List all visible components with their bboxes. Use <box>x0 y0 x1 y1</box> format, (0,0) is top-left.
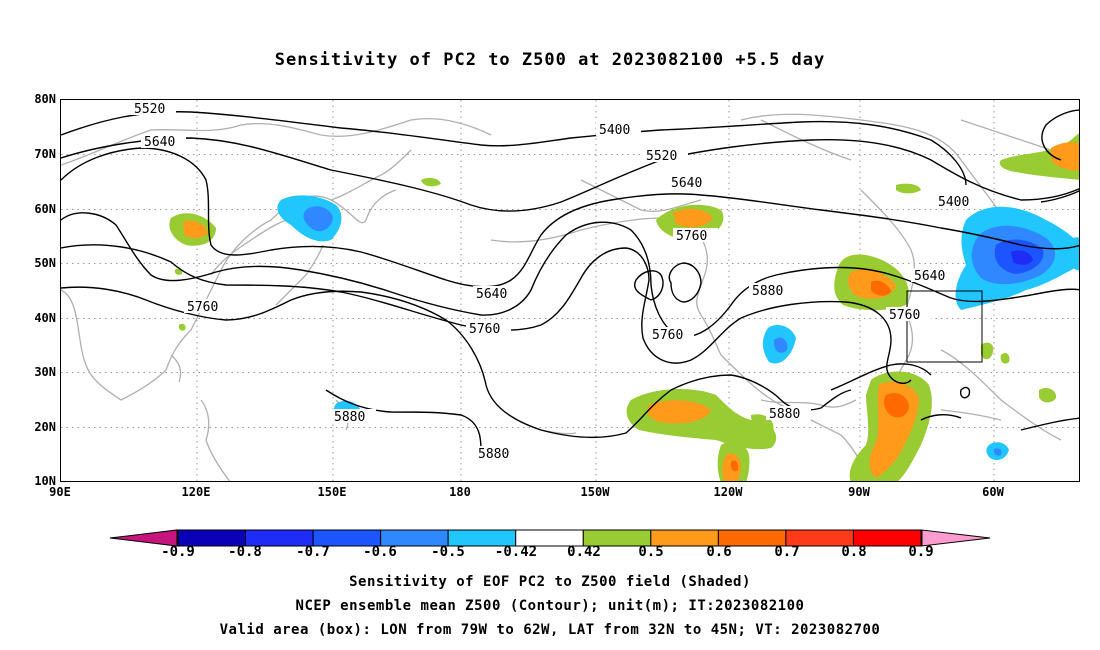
contour-label: 5760 <box>676 229 707 244</box>
contour-label: 5880 <box>334 410 365 425</box>
caption-valid-area: Valid area (box): LON from 79W to 62W, L… <box>219 622 881 638</box>
positive-sensitivity-region <box>178 323 186 331</box>
colorbar-tick-label: -0.9 <box>161 544 195 560</box>
positive-sensitivity-region <box>1051 142 1079 171</box>
lon-label-120e: 120E <box>181 485 211 499</box>
positive-sensitivity-region <box>1039 387 1057 403</box>
contour-label: 5640 <box>476 287 507 302</box>
positive-sensitivity-region <box>884 393 909 418</box>
height-contours <box>61 109 1079 458</box>
negative-sensitivity-region <box>993 448 1002 456</box>
colorbar-tick-label: 0.6 <box>706 544 732 560</box>
colorbar-cells <box>177 529 922 547</box>
negative-sensitivity-region <box>303 206 333 232</box>
positive-sensitivity-region <box>896 183 921 194</box>
colorbar-tick-label: -0.6 <box>363 544 397 560</box>
lat-label-20n: 20N <box>34 420 56 434</box>
positive-sensitivity-region <box>871 280 891 296</box>
contour-label: 5760 <box>187 300 218 315</box>
colorbar-tick-label: -0.42 <box>494 544 538 560</box>
contour-labels: 5520 5640 5400 5520 5640 5760 5640 5760 … <box>131 101 980 462</box>
contour-label: 5880 <box>769 407 800 422</box>
lon-label-90e: 90E <box>49 485 71 499</box>
sensitivity-shading <box>169 133 1079 481</box>
lat-label-10n: 10N <box>34 474 56 488</box>
positive-sensitivity-region <box>183 220 208 239</box>
map-panel: 5520 5640 5400 5520 5640 5760 5640 5760 … <box>60 99 1080 482</box>
colorbar-tick-label: -0.8 <box>228 544 262 560</box>
contour-label: 5400 <box>599 123 630 138</box>
lat-label-70n: 70N <box>34 147 56 161</box>
lon-label-150w: 150W <box>580 485 610 499</box>
contour-label: 5520 <box>134 102 165 117</box>
caption-contour: NCEP ensemble mean Z500 (Contour); unit(… <box>295 598 805 614</box>
map-canvas: 5520 5640 5400 5520 5640 5760 5640 5760 … <box>61 100 1079 481</box>
valid-area-box <box>906 290 983 363</box>
lon-label-150e: 150E <box>317 485 347 499</box>
figure-title: Sensitivity of PC2 to Z500 at 2023082100… <box>274 50 826 70</box>
positive-sensitivity-region <box>730 460 739 472</box>
negative-sensitivity-region <box>773 337 788 353</box>
contour-label: 5760 <box>469 322 500 337</box>
colorbar-tick-label: 0.8 <box>841 544 867 560</box>
negative-sensitivity-region <box>1070 237 1079 271</box>
contour-label: 5640 <box>671 176 702 191</box>
positive-sensitivity-region <box>673 208 713 228</box>
caption-shaded: Sensitivity of EOF PC2 to Z500 field (Sh… <box>349 574 751 590</box>
colorbar-tick-label: 0.5 <box>638 544 664 560</box>
contour-label: 5400 <box>938 195 969 210</box>
colorbar-tick-label: -0.5 <box>431 544 465 560</box>
contour-label: 5760 <box>652 328 683 343</box>
lon-label-60w: 60W <box>982 485 1004 499</box>
positive-sensitivity-region <box>421 177 441 187</box>
contour-label: 5640 <box>144 135 175 150</box>
lat-label-50n: 50N <box>34 256 56 270</box>
colorbar-tick-label: 0.7 <box>774 544 800 560</box>
positive-sensitivity-region <box>174 268 183 275</box>
colorbar-tick-label: 0.42 <box>567 544 601 560</box>
negative-sensitivity-region <box>1011 250 1033 265</box>
positive-sensitivity-region <box>1000 352 1010 364</box>
contour-label: 5760 <box>889 308 920 323</box>
contour-label: 5880 <box>478 447 509 462</box>
lat-label-80n: 80N <box>34 92 56 106</box>
contour-label: 5520 <box>646 149 677 164</box>
positive-sensitivity-region <box>647 400 711 424</box>
lat-label-40n: 40N <box>34 311 56 325</box>
lon-label-120w: 120W <box>713 485 743 499</box>
contour-label: 5880 <box>752 284 783 299</box>
lat-label-30n: 30N <box>34 365 56 379</box>
positive-sensitivity-region <box>999 133 1079 180</box>
contour-label: 5640 <box>914 269 945 284</box>
lon-label-180: 180 <box>449 485 471 499</box>
colorbar-tick-label: -0.7 <box>296 544 330 560</box>
positive-sensitivity-region <box>981 342 994 360</box>
colorbar-tick-label: 0.9 <box>908 544 934 560</box>
lat-label-60n: 60N <box>34 202 56 216</box>
lon-label-90w: 90W <box>848 485 870 499</box>
